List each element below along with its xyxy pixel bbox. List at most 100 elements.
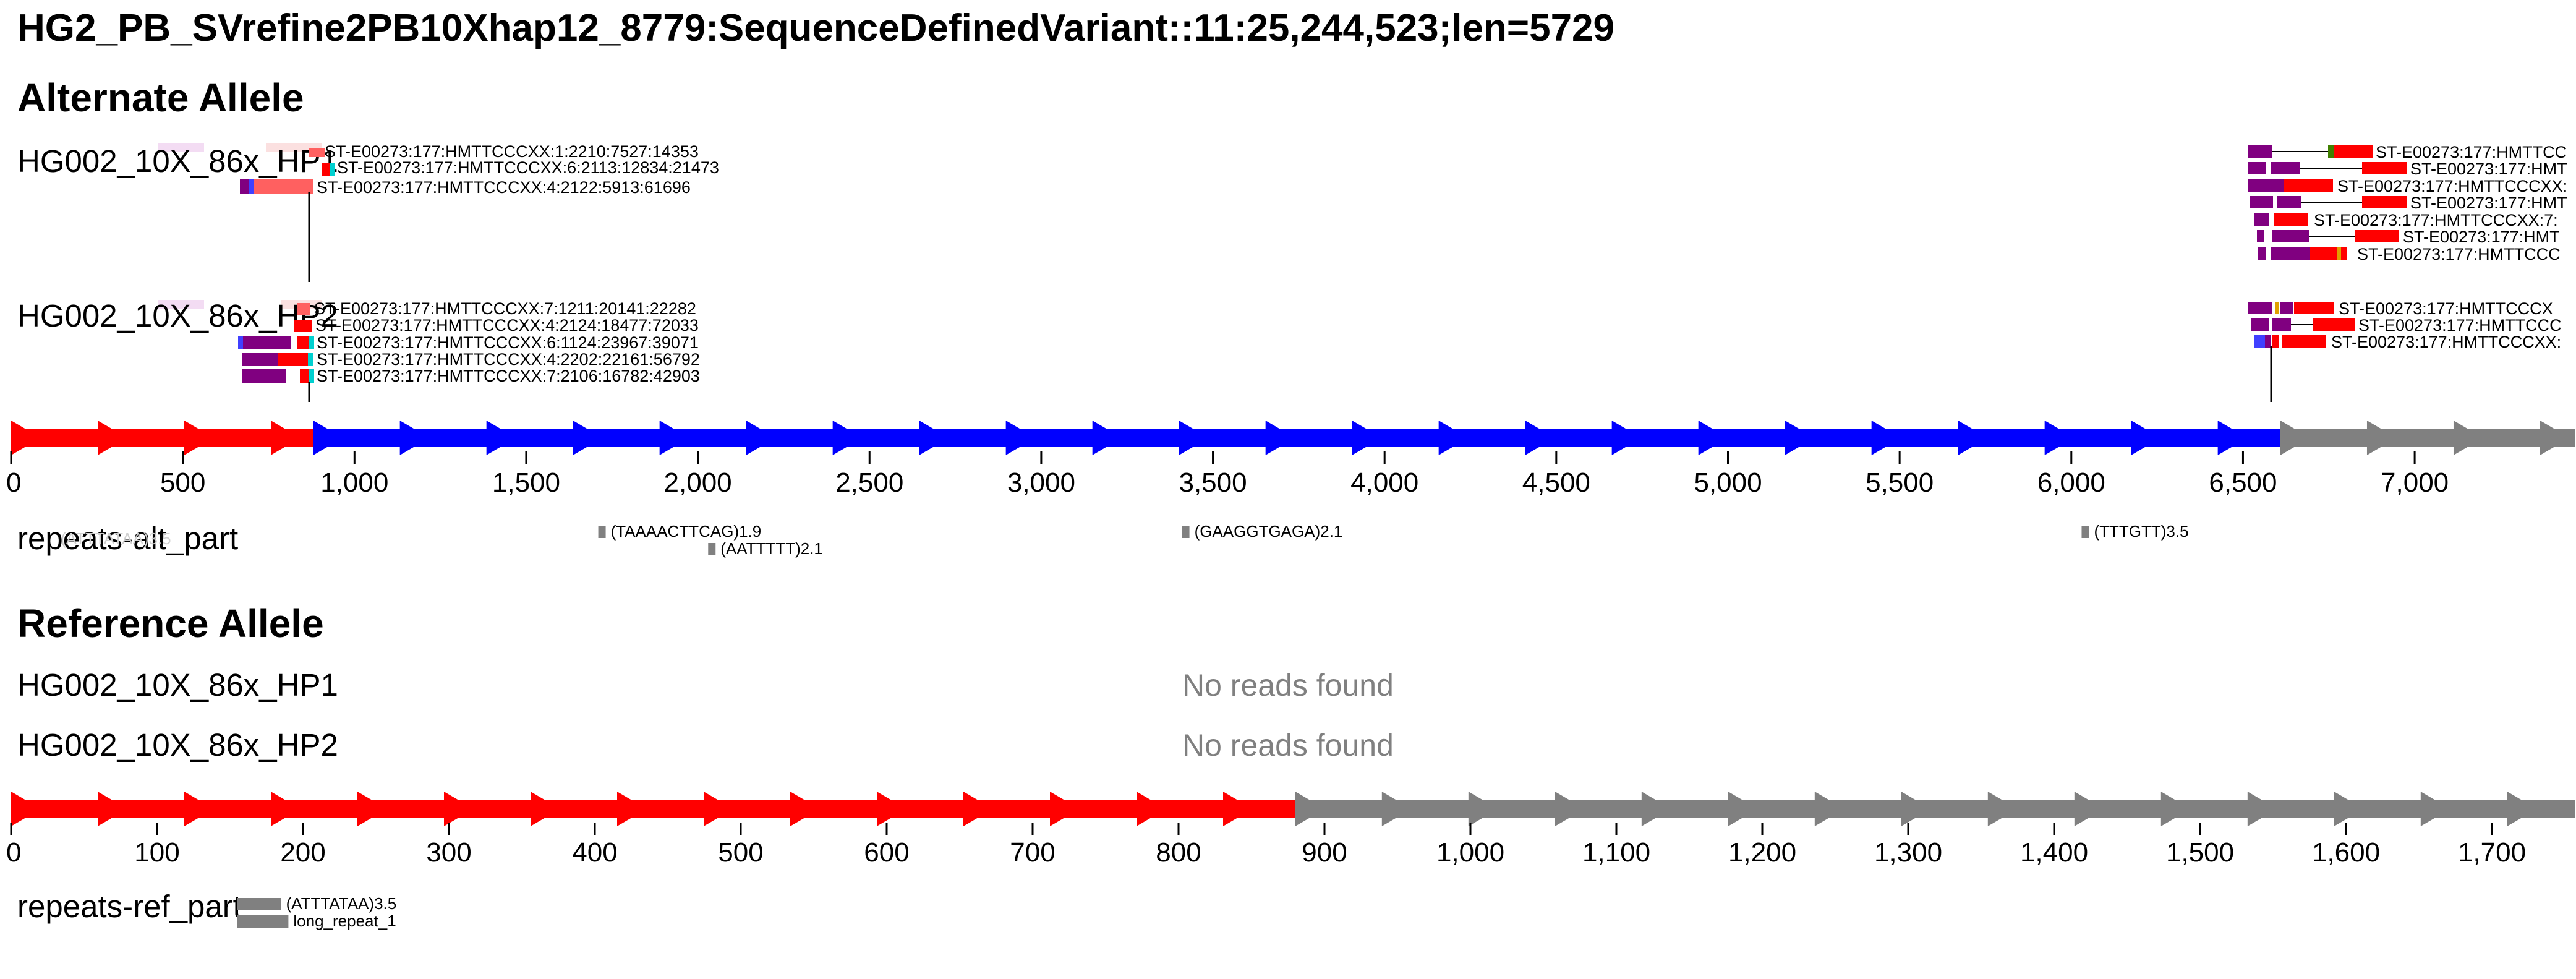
alt-segment-red: [11, 429, 313, 447]
alt-direction-arrow: [1785, 421, 1815, 455]
alt-hp1-read[interactable]: ST-E00273:177:HMTTCC: [2248, 143, 2567, 161]
ref-direction-arrow: [2334, 792, 2364, 826]
alt-hp2-read[interactable]: ST-E00273:177:HMTTCCCX: [2248, 299, 2553, 318]
ref-tick-label: 1,500: [2166, 837, 2234, 868]
alt-hp2-pale-read: [158, 300, 204, 309]
ref-tick-label: 800: [1156, 837, 1201, 868]
alt-hp2-read[interactable]: ST-E00273:177:HMTTCCCXX:6:1124:23967:390…: [238, 333, 699, 352]
svg-text:ST-E00273:177:HMTTCCCXX:1:2210: ST-E00273:177:HMTTCCCXX:1:2210:7527:1435…: [325, 142, 699, 161]
alt-direction-arrow: [2540, 421, 2570, 455]
alt-direction-arrow: [486, 421, 516, 455]
alt-direction-arrow: [399, 421, 430, 455]
svg-text:ST-E00273:177:HMTTCCCXX:4:2202: ST-E00273:177:HMTTCCCXX:4:2202:22161:567…: [317, 350, 700, 369]
ref-allele-heading: Reference Allele: [17, 601, 324, 646]
alt-direction-arrow: [2280, 421, 2310, 455]
ref-direction-arrow: [2247, 792, 2277, 826]
alt-direction-arrow: [1611, 421, 1642, 455]
ref-hp2-label: HG002_10X_86x_HP2: [17, 727, 338, 763]
svg-text:ST-E00273:177:HMTTCCCXX:4:2124: ST-E00273:177:HMTTCCCXX:4:2124:18477:720…: [315, 316, 699, 335]
svg-text:ST-E00273:177:HMT: ST-E00273:177:HMT: [2410, 160, 2567, 178]
alt-hp1-pale-read: [266, 143, 322, 152]
ref-repeats-label: repeats-ref_part: [17, 889, 242, 924]
svg-text:ST-E00273:177:HMT: ST-E00273:177:HMT: [2403, 228, 2560, 246]
svg-text:ST-E00273:177:HMTTCCCXX:7:: ST-E00273:177:HMTTCCCXX:7:: [2314, 211, 2558, 229]
svg-text:ST-E00273:177:HMTTCCC: ST-E00273:177:HMTTCCC: [2358, 316, 2562, 335]
alt-repeat-label: (TTTGTT)3.5: [2094, 522, 2188, 541]
alt-hp1-read[interactable]: ST-E00273:177:HMTTCCCXX:4:2122:5913:6169…: [240, 178, 691, 197]
alt-hp1-read[interactable]: ST-E00273:177:HMTTCCCXX:7:: [2254, 211, 2558, 229]
alt-tick-label: 5,000: [1694, 468, 1762, 498]
ref-repeat-mark: [237, 915, 289, 928]
alt-direction-arrow: [1871, 421, 1901, 455]
ref-repeat-label: (ATTTATAA)3.5: [286, 894, 397, 913]
ref-tick-label: 1,000: [1436, 837, 1504, 868]
ref-direction-arrow: [1223, 792, 1253, 826]
ref-direction-arrow: [1728, 792, 1758, 826]
alt-hp1-pale-read: [158, 143, 204, 152]
ref-tick-label: 0: [6, 837, 21, 868]
ref-tick-label: 1,100: [1582, 837, 1650, 868]
alt-direction-arrow: [919, 421, 949, 455]
alt-segment-blue: [313, 429, 2280, 447]
alt-hp1-read[interactable]: ST-E00273:177:HMT: [2257, 228, 2560, 246]
alt-direction-arrow: [2453, 421, 2483, 455]
alt-hp1-read[interactable]: ST-E00273:177:HMT: [2250, 194, 2567, 212]
alt-tick-label: 1,500: [492, 468, 560, 498]
alt-hp1-read[interactable]: ST-E00273:177:HMTTCCCXX:: [2248, 177, 2567, 195]
alt-tick-label: 6,000: [2037, 468, 2105, 498]
ref-direction-arrow: [531, 792, 560, 826]
alt-direction-arrow: [1525, 421, 1555, 455]
alt-direction-arrow: [2217, 421, 2248, 455]
alt-hp1-read[interactable]: ST-E00273:177:HMTTCCCXX:1:2210:7527:1435…: [309, 142, 699, 161]
ref-direction-arrow: [2160, 792, 2191, 826]
ref-direction-arrow: [184, 792, 214, 826]
alt-sample-hp2: HG002_10X_86x_HP2 ST-E00273:177:HMTTCCCX…: [17, 298, 2562, 402]
alt-repeat-mark: [2081, 526, 2089, 538]
ref-tick-label: 900: [1302, 837, 1347, 868]
alt-direction-arrow: [2131, 421, 2161, 455]
alt-hp2-read[interactable]: ST-E00273:177:HMTTCCCXX:4:2124:18477:720…: [294, 316, 699, 335]
ref-direction-arrow: [617, 792, 647, 826]
alt-hp1-read[interactable]: ST-E00273:177:HMTTCCCXX:6:2113:12834:214…: [322, 158, 719, 177]
svg-text:ST-E00273:177:HMTTCC: ST-E00273:177:HMTTCC: [2376, 143, 2567, 161]
alt-hp2-read[interactable]: ST-E00273:177:HMTTCCCXX:: [2254, 333, 2561, 351]
alt-tick-label: 3,000: [1007, 468, 1075, 498]
svg-text:ST-E00273:177:HMTTCCCXX:: ST-E00273:177:HMTTCCCXX:: [2331, 333, 2561, 351]
page-title: HG2_PB_SVrefine2PB10Xhap12_8779:Sequence…: [17, 7, 1614, 49]
svg-text:ST-E00273:177:HMTTCCCXX:7:1211: ST-E00273:177:HMTTCCCXX:7:1211:20141:222…: [314, 299, 696, 318]
alt-hp2-read[interactable]: ST-E00273:177:HMTTCCCXX:7:1211:20141:222…: [297, 299, 696, 318]
alt-direction-arrow: [1179, 421, 1209, 455]
alt-hp2-label: HG002_10X_86x_HP2: [17, 298, 338, 333]
alt-hp1-label: HG002_10X_86x_HP1: [17, 143, 338, 179]
ref-track: [11, 792, 2575, 826]
ref-direction-arrow: [98, 792, 127, 826]
alt-repeat-mark: [1182, 526, 1190, 538]
alt-hp2-read[interactable]: ST-E00273:177:HMTTCCCXX:4:2202:22161:567…: [242, 350, 700, 369]
ref-tick-label: 600: [864, 837, 909, 868]
ref-direction-arrow: [271, 792, 301, 826]
alt-hp2-read[interactable]: ST-E00273:177:HMTTCCC: [2251, 316, 2562, 335]
alt-direction-arrow: [746, 421, 776, 455]
alt-hp1-read[interactable]: ST-E00273:177:HMT: [2248, 160, 2567, 178]
ref-hp1-status: No reads found: [1182, 668, 1394, 703]
alt-segment-gray: [2280, 429, 2575, 447]
alt-direction-arrow: [11, 421, 41, 455]
alt-hp2-read[interactable]: ST-E00273:177:HMTTCCCXX:7:2106:16782:429…: [242, 367, 700, 385]
alt-direction-arrow: [1265, 421, 1295, 455]
ref-direction-arrow: [2420, 792, 2450, 826]
ref-direction-arrow: [1050, 792, 1080, 826]
alt-tick-label: 2,500: [835, 468, 903, 498]
alt-direction-arrow: [2366, 421, 2397, 455]
ref-direction-arrow: [1468, 792, 1498, 826]
alt-direction-arrow: [1698, 421, 1728, 455]
ref-direction-arrow: [1987, 792, 2018, 826]
svg-text:ST-E00273:177:HMTTCCCXX:4:2122: ST-E00273:177:HMTTCCCXX:4:2122:5913:6169…: [317, 178, 691, 197]
alt-direction-arrow: [832, 421, 863, 455]
ref-direction-arrow: [1555, 792, 1585, 826]
ref-direction-arrow: [1137, 792, 1166, 826]
alt-hp1-read[interactable]: ST-E00273:177:HMTTCCC: [2258, 245, 2561, 263]
ref-direction-arrow: [1295, 792, 1325, 826]
alt-repeat-label: (GAAGGTGAGA)2.1: [1195, 522, 1343, 541]
